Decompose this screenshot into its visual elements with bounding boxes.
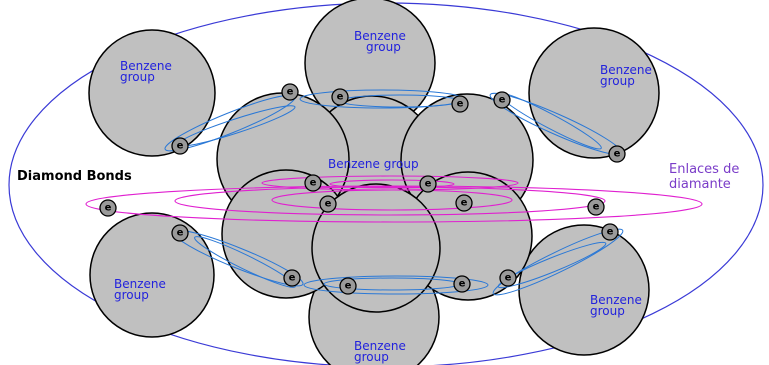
electron: e (171, 224, 189, 242)
svg-text:e: e (457, 99, 464, 110)
svg-text:e: e (337, 92, 344, 103)
label-top-line2: group (366, 40, 401, 54)
svg-text:e: e (614, 149, 621, 160)
orbit-bottom-a (303, 275, 489, 295)
electron: e (601, 223, 619, 241)
electron: e (331, 88, 349, 106)
svg-text:e: e (325, 199, 332, 210)
orbit-bottom-right-a (492, 228, 624, 296)
electrons: e e e e e e e e e e e e e e e e e e (99, 83, 626, 295)
electron: e (453, 275, 471, 293)
label-top-left-line2: group (120, 70, 155, 84)
label-bottom-line2: group (354, 350, 389, 364)
benzene-group-bottom-left (89, 212, 215, 338)
diamond-bond-ellipses (85, 175, 703, 223)
label-top-right-line2: group (600, 74, 635, 88)
label-top-line1: Benzene (354, 29, 406, 43)
svg-text:e: e (345, 281, 352, 292)
svg-text:e: e (177, 141, 184, 152)
electron: e (419, 175, 437, 193)
label-bottom-line1: Benzene (354, 339, 406, 353)
bond-ellipse-mid (174, 186, 606, 216)
svg-text:e: e (287, 87, 294, 98)
diamond-bonds-label: Diamond Bonds (17, 169, 132, 184)
bond-ellipse-upper (261, 175, 519, 191)
benzene-group-top-right (528, 27, 660, 159)
electron: e (283, 269, 301, 287)
orbit-bottom-right-b (497, 241, 607, 289)
bond-ellipse-core (329, 179, 455, 189)
label-bottom-left-line2: group (114, 288, 149, 302)
svg-text:e: e (310, 178, 317, 189)
label-top-left-line1: Benzene (120, 59, 172, 73)
label-top-right-line1: Benzene (600, 63, 652, 77)
svg-text:e: e (425, 179, 432, 190)
electron: e (304, 174, 322, 192)
electron: e (281, 83, 299, 101)
central-lower-cluster (221, 169, 533, 313)
svg-text:e: e (499, 95, 506, 106)
electron: e (455, 194, 473, 212)
bond-ellipse-outer (85, 185, 703, 223)
svg-text:e: e (105, 203, 112, 214)
svg-text:e: e (177, 228, 184, 239)
svg-text:e: e (289, 273, 296, 284)
label-bottom-right-line2: group (590, 304, 625, 318)
svg-text:e: e (593, 202, 600, 213)
electron: e (587, 198, 605, 216)
electron: e (499, 269, 517, 287)
svg-text:e: e (505, 273, 512, 284)
benzene-labels: Benzene group Benzene group Benzene grou… (114, 29, 652, 364)
electron: e (319, 195, 337, 213)
electron: e (608, 145, 626, 163)
svg-text:e: e (459, 279, 466, 290)
orbit-bottom-left-b (194, 236, 296, 288)
electron: e (171, 137, 189, 155)
enlaces-label-line1: Enlaces de (669, 162, 739, 177)
electron: e (493, 91, 511, 109)
electron: e (451, 95, 469, 113)
electron: e (99, 199, 117, 217)
benzene-group-top-left (88, 29, 216, 157)
label-bottom-right-line1: Benzene (590, 293, 642, 307)
label-center: Benzene group (328, 157, 419, 171)
enlaces-label-line2: diamante (669, 177, 731, 192)
svg-text:e: e (607, 227, 614, 238)
electron: e (339, 277, 357, 295)
svg-text:e: e (461, 198, 468, 209)
benzene-group-bottom-right (518, 224, 650, 356)
label-bottom-left-line1: Benzene (114, 277, 166, 291)
